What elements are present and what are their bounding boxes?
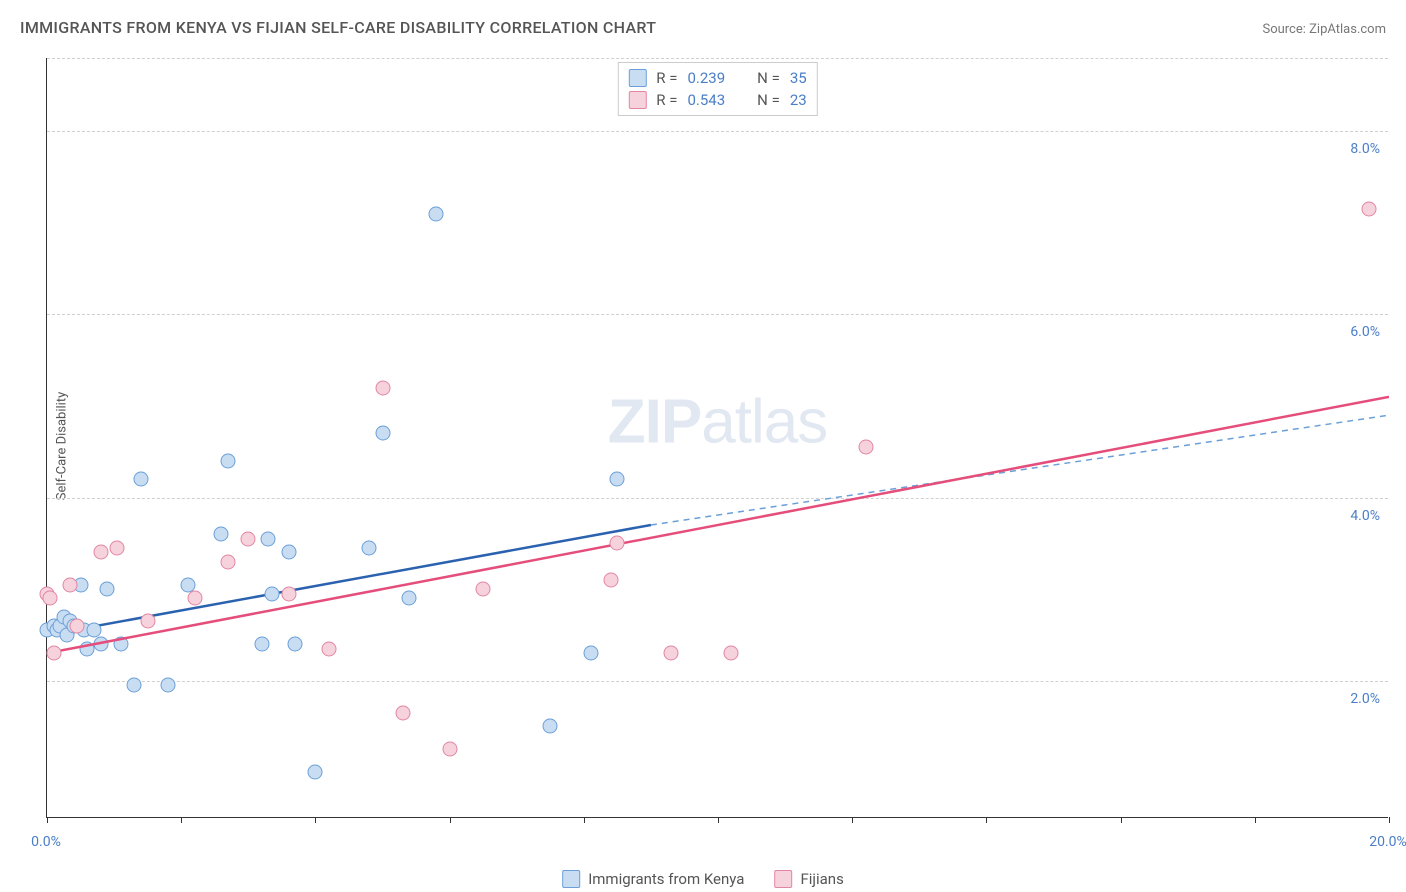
point-fijian (221, 554, 236, 569)
point-fijian (375, 380, 390, 395)
point-fijian (187, 591, 202, 606)
point-fijian (93, 545, 108, 560)
x-tick-label: 0.0% (31, 834, 61, 850)
point-fijian (140, 614, 155, 629)
point-fijian (43, 591, 58, 606)
legend-item-fijians: Fijians (774, 870, 843, 888)
point-fijian (110, 540, 125, 555)
legend-label-kenya: Immigrants from Kenya (588, 870, 744, 888)
point-fijian (395, 705, 410, 720)
swatch-pink (774, 870, 792, 888)
point-fijian (724, 646, 739, 661)
point-fijian (281, 586, 296, 601)
point-fijian (442, 742, 457, 757)
source-label: Source: ZipAtlas.com (1262, 22, 1386, 37)
point-fijian (610, 536, 625, 551)
point-fijian (241, 531, 256, 546)
point-fijian (858, 440, 873, 455)
x-tick (1389, 817, 1390, 823)
point-fijian (70, 618, 85, 633)
point-fijian (476, 582, 491, 597)
point-fijian (321, 641, 336, 656)
x-tick-label: 20.0% (1369, 834, 1406, 850)
point-fijian (603, 572, 618, 587)
point-fijian (1361, 202, 1376, 217)
swatch-blue (562, 870, 580, 888)
chart-title: IMMIGRANTS FROM KENYA VS FIJIAN SELF-CAR… (20, 18, 656, 37)
scatter-plot-area: ZIPatlas R = 0.239 N = 35 R = 0.543 N = … (46, 58, 1388, 818)
point-fijian (63, 577, 78, 592)
point-fijian (664, 646, 679, 661)
regression-line (47, 58, 1389, 818)
legend-item-kenya: Immigrants from Kenya (562, 870, 744, 888)
legend-label-fijians: Fijians (800, 870, 843, 888)
point-fijian (46, 646, 61, 661)
header-row: IMMIGRANTS FROM KENYA VS FIJIAN SELF-CAR… (0, 0, 1406, 41)
legend-bottom: Immigrants from Kenya Fijians (562, 870, 844, 888)
